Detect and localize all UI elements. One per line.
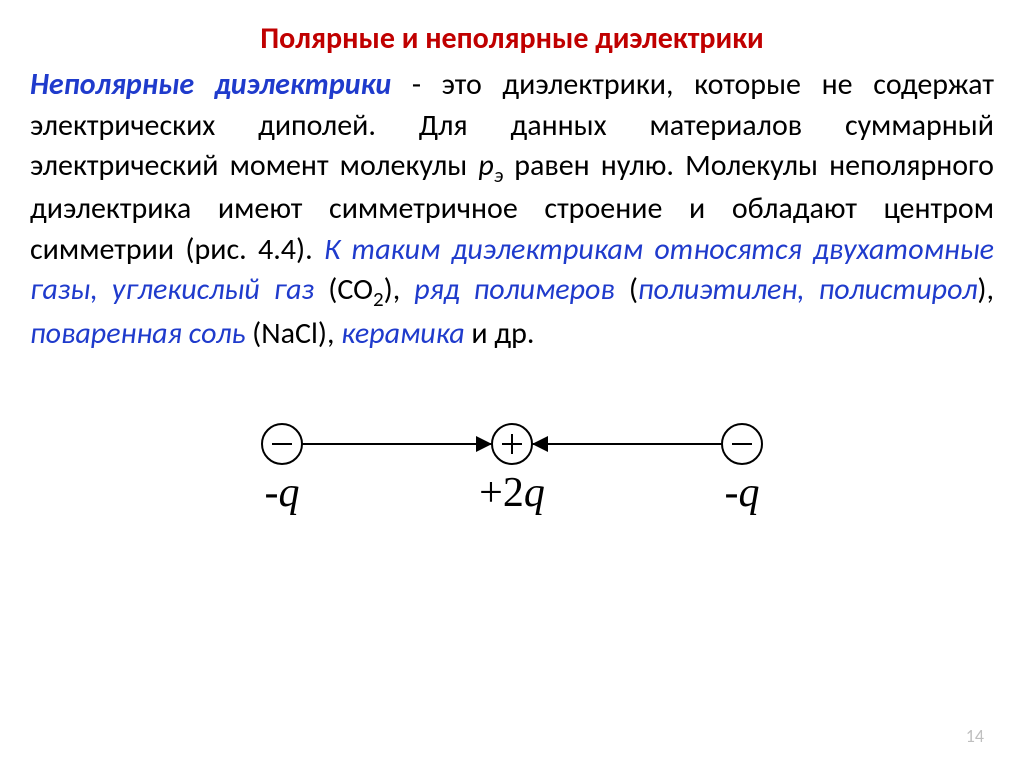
term-nonpolar: Неполярные диэлектрики	[30, 66, 391, 103]
body-poly-b: (	[615, 271, 638, 308]
svg-text:-q: -q	[265, 470, 300, 516]
var-p: p	[478, 147, 493, 184]
body-co2-a: (CO	[314, 271, 373, 308]
var-p-sub: э	[494, 162, 503, 188]
body-cer: керамика	[341, 315, 464, 352]
body-co2-b: 2	[373, 286, 384, 312]
body-salt-b: (NaCl),	[245, 315, 341, 352]
page-number: 14	[966, 725, 984, 747]
svg-text:-q: -q	[725, 470, 760, 516]
slide-title: Полярные и неполярные диэлектрики	[30, 20, 994, 57]
svg-text:+2q: +2q	[479, 470, 545, 516]
body-salt: поваренная соль	[30, 315, 245, 352]
title-text: Полярные и неполярные диэлектрики	[260, 20, 763, 57]
body-co2-c: ),	[384, 271, 415, 308]
body-paragraph: Неполярные диэлектрики - это диэлектрики…	[30, 65, 994, 354]
body-poly-d: ),	[977, 271, 994, 308]
body-poly-c: полиэтилен, полистирол	[638, 271, 977, 308]
body-poly-a: ряд полимеров	[414, 271, 615, 308]
dipole-diagram: -q +2q -q	[30, 414, 994, 534]
body-end: и др.	[465, 315, 535, 352]
